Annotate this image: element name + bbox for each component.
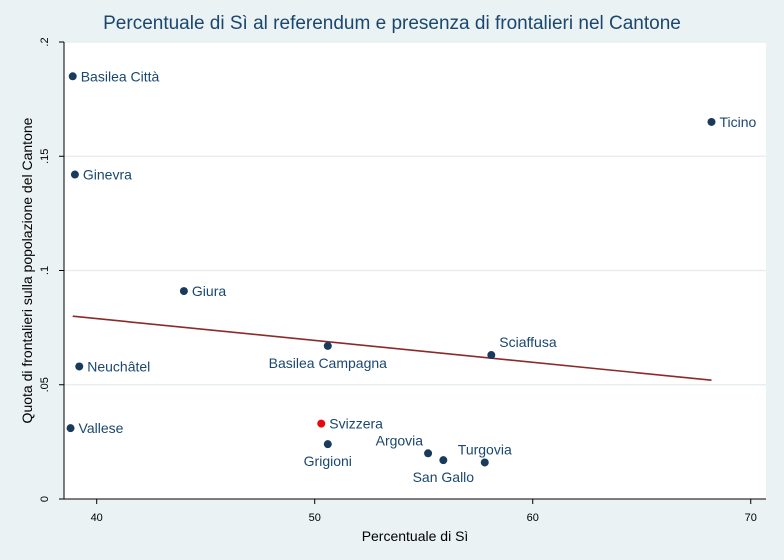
data-point [317, 419, 326, 428]
point-label: Giura [192, 283, 226, 299]
point-label: Turgovia [458, 441, 512, 457]
y-tick-label: .1 [39, 266, 51, 275]
data-point [70, 170, 79, 179]
chart-title: Percentuale di Sì al referendum e presen… [103, 13, 681, 34]
point-label: Basilea Città [81, 68, 160, 84]
data-points [66, 72, 716, 467]
x-tick-label: 40 [91, 512, 103, 524]
point-label: Vallese [79, 420, 124, 436]
y-tick-label: 0 [39, 496, 51, 502]
data-point [66, 424, 75, 433]
point-labels: Basilea Città Ticino Ginevra Giura Basilea C… [79, 68, 757, 485]
gridlines [64, 41, 766, 386]
y-tick-label: .15 [39, 149, 51, 164]
point-label: San Gallo [413, 469, 475, 485]
data-point [323, 341, 332, 350]
point-label: Grigioni [304, 453, 352, 469]
data-point [480, 458, 489, 467]
fit-line-group [72, 315, 712, 381]
data-point [707, 117, 716, 126]
y-axis-title: Quota di frontalieri sulla popolazione d… [19, 117, 35, 423]
data-point [439, 456, 448, 465]
axes: 0 .05 .1 .15 .2 40 50 60 70 [39, 37, 766, 524]
x-tick-label: 60 [527, 512, 539, 524]
point-label: Basilea Campagna [269, 355, 388, 371]
fit-line [72, 315, 712, 381]
data-point [179, 287, 188, 296]
x-axis-title: Percentuale di Sì [362, 528, 469, 544]
y-tick-label: .05 [39, 377, 51, 392]
point-label: Ticino [719, 114, 756, 130]
point-label: Svizzera [329, 416, 383, 432]
data-point [424, 449, 433, 458]
data-point [323, 440, 332, 449]
point-label: Neuchâtel [87, 358, 150, 374]
x-tick-label: 50 [309, 512, 321, 524]
point-label: Ginevra [83, 167, 132, 183]
data-point [487, 351, 496, 360]
point-label: Sciaffusa [499, 334, 557, 350]
point-label: Argovia [376, 432, 424, 448]
x-tick-label: 70 [745, 512, 757, 524]
y-tick-label: .2 [39, 37, 51, 46]
data-point [75, 362, 84, 371]
data-point [68, 72, 77, 81]
